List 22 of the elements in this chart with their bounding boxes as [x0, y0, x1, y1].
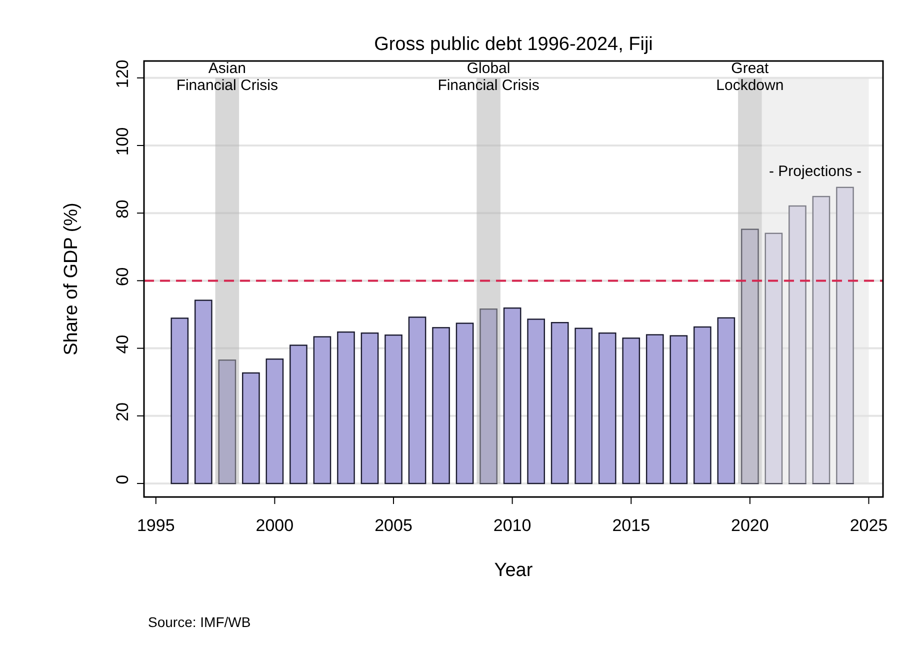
- y-tick-label: 20: [113, 402, 132, 422]
- y-axis-title: Share of GDP (%): [61, 202, 82, 356]
- x-tick-label: 2025: [850, 516, 888, 535]
- y-tick-label: 40: [113, 334, 132, 354]
- x-tick-label: 2005: [374, 516, 412, 535]
- band-label: Asian Financial Crisis: [176, 60, 278, 94]
- y-tick-label: 60: [113, 267, 132, 286]
- band-label: Global Financial Crisis: [438, 60, 540, 94]
- source-note: Source: IMF/WB: [148, 614, 251, 630]
- x-tick-label: 1995: [136, 516, 175, 535]
- chart-title: Gross public debt 1996-2024, Fiji: [374, 34, 653, 55]
- y-tick-label: 100: [113, 127, 132, 156]
- x-tick-label: 2020: [731, 516, 769, 535]
- y-tick-label: 0: [113, 474, 132, 484]
- y-tick-label: 80: [113, 200, 132, 219]
- band-label: Great Lockdown: [716, 60, 784, 94]
- x-tick-label: 2015: [612, 516, 650, 535]
- x-axis-title: Year: [494, 560, 534, 581]
- x-tick-label: 2000: [256, 516, 294, 535]
- x-tick-label: 2010: [493, 516, 532, 535]
- y-tick-label: 120: [113, 60, 132, 88]
- band-label: - Projections -: [769, 162, 862, 180]
